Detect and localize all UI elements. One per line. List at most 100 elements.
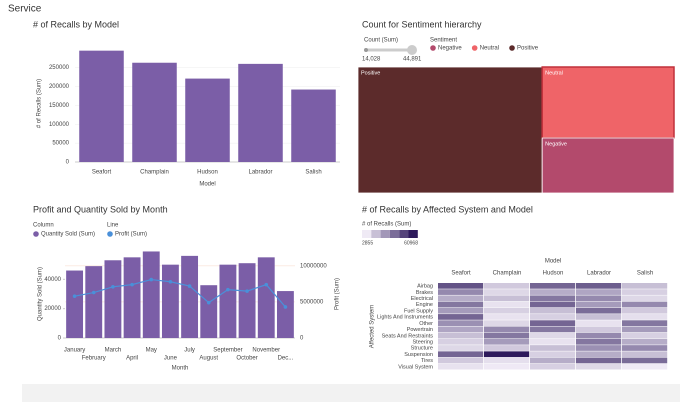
heatmap-cell <box>530 326 576 333</box>
heatmap-cell <box>576 283 622 289</box>
heatmap-cell <box>622 307 668 314</box>
bar <box>200 285 218 338</box>
heatmap-cell <box>576 320 622 326</box>
row-label: Electrical <box>411 296 433 302</box>
heatmap-cell <box>622 338 668 345</box>
chart-title: # of Recalls by Affected System and Mode… <box>362 204 533 214</box>
y2-tick-label: 0 <box>300 336 304 342</box>
legend-gradient-step <box>408 230 418 238</box>
heatmap-cell <box>576 326 622 333</box>
legend-gradient-step <box>389 230 400 238</box>
x-axis-label: Model <box>199 182 215 188</box>
line <box>74 278 286 308</box>
heatmap-cell <box>576 332 622 339</box>
bar <box>161 264 179 338</box>
x-tick-label: July <box>184 348 195 354</box>
heatmap-cell <box>438 307 484 314</box>
bar <box>104 260 122 338</box>
heatmap-cell <box>530 314 576 320</box>
bar <box>79 50 124 163</box>
heatmap-cell <box>484 314 530 320</box>
heatmap-cell <box>484 351 530 358</box>
heatmap-cell <box>530 320 576 326</box>
heatmap-cell <box>622 283 668 289</box>
legend-label: Profit (Sum) <box>115 232 147 238</box>
legend-label: Negative <box>438 46 462 52</box>
heatmap-cell <box>484 332 530 339</box>
legend-title: # of Recalls (Sum) <box>362 222 411 228</box>
heatmap-cell <box>438 320 484 326</box>
x-tick-label: Hudson <box>197 170 218 176</box>
heatmap-cell <box>484 295 530 302</box>
treemap-cell <box>357 66 543 194</box>
footer-bar <box>22 384 680 402</box>
y-axis-label: # of Recalls (Sum) <box>37 79 43 128</box>
y-tick-label: 50000 <box>52 141 69 147</box>
heatmap-cell <box>530 283 576 289</box>
heatmap-cell <box>576 338 622 345</box>
x-tick-label: June <box>164 356 178 362</box>
x-tick-label: Salish <box>305 170 321 176</box>
row-label: Seats And Restraints <box>382 333 434 339</box>
size-legend-title: Count (Sum) <box>364 38 398 44</box>
heatmap-cell <box>438 301 484 308</box>
size-min-dot <box>364 48 368 52</box>
line-point <box>91 290 96 295</box>
heatmap-cell <box>622 332 668 339</box>
row-label: Steering <box>413 339 434 345</box>
row-label: Tires <box>421 358 433 364</box>
treemap-cell <box>541 137 675 194</box>
heatmap-cell <box>484 301 530 308</box>
legend-gradient-step <box>399 230 409 238</box>
heatmap-cell <box>530 295 576 302</box>
x-axis-label: Model <box>545 259 561 265</box>
heatmap-cell <box>530 338 576 345</box>
heatmap-cell <box>438 295 484 302</box>
heatmap-cell <box>530 357 576 364</box>
y-tick-label: 20000 <box>44 306 61 312</box>
heatmap-cell <box>622 314 668 320</box>
line-point <box>72 294 77 298</box>
heatmap-cell <box>622 363 668 370</box>
line-point <box>264 282 269 287</box>
heatmap-cell <box>530 307 576 314</box>
y-axis-label: Quantity Sold (Sum) <box>38 267 44 321</box>
bar <box>185 78 230 162</box>
legend-swatch <box>471 45 478 51</box>
heatmap-cell <box>484 283 530 289</box>
chart-title: Profit and Quantity Sold by Month <box>33 204 168 214</box>
row-label: Structure <box>411 346 433 352</box>
heatmap-cell <box>438 283 484 289</box>
y-tick-label: 150000 <box>49 103 70 109</box>
heatmap-cell <box>622 295 668 302</box>
bar <box>238 263 256 338</box>
heatmap-cell <box>438 357 484 364</box>
x-tick-label: August <box>199 356 218 362</box>
bar <box>132 62 177 162</box>
bar <box>142 251 160 338</box>
legend-gradient-step <box>362 230 372 238</box>
y-tick-label: 40000 <box>44 277 61 283</box>
column-label: Seafort <box>451 271 471 277</box>
y-tick-label: 0 <box>58 336 62 342</box>
line-point <box>226 287 230 292</box>
line-point <box>111 284 115 289</box>
heatmap-cell <box>576 351 622 358</box>
size-max-label: 44,891 <box>403 57 422 63</box>
heatmap-cell <box>622 289 668 295</box>
heatmap-cell <box>438 314 484 320</box>
heatmap-cell <box>576 314 622 320</box>
legend-gradient-step <box>380 230 390 238</box>
heatmap-cell <box>438 326 484 333</box>
x-tick-label: Dec... <box>278 356 294 362</box>
y-tick-label: 250000 <box>49 65 70 71</box>
line-point <box>245 289 249 293</box>
heatmap-cell <box>530 332 576 339</box>
treemap-label: Positive <box>361 70 380 76</box>
bar <box>123 257 141 338</box>
legend-swatch <box>107 231 113 237</box>
x-tick-label: Champlain <box>140 170 169 176</box>
line-point <box>130 282 134 287</box>
treemap-label: Neutral <box>545 70 563 76</box>
x-tick-label: Labrador <box>248 170 272 176</box>
